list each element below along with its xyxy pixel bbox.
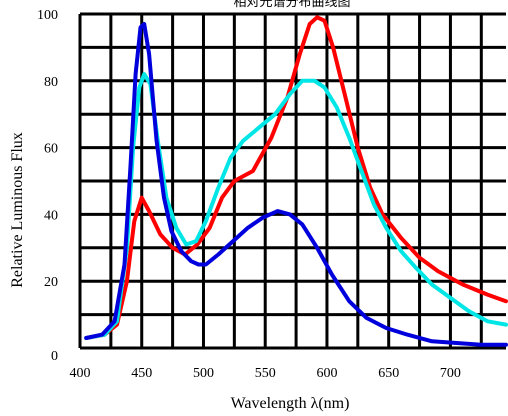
x-tick-label: 650 — [378, 366, 399, 381]
x-tick-label: 500 — [193, 366, 214, 381]
y-tick-labels: 0 20 40 60 80 100 — [37, 8, 58, 364]
series-line-1 — [84, 72, 508, 340]
x-tick-labels: 400 450 500 550 600 650 700 — [70, 366, 461, 381]
y-axis-label: Relative Luminous Flux — [9, 132, 26, 288]
x-tick-label: 450 — [131, 366, 152, 381]
y-tick-label: 80 — [44, 75, 58, 90]
x-tick-label: 400 — [70, 366, 91, 381]
y-tick-label: 40 — [44, 208, 58, 223]
y-tick-label: 20 — [44, 275, 58, 290]
y-tick-label: 0 — [51, 349, 58, 364]
x-axis-label: Wavelength λ(nm) — [231, 395, 350, 412]
x-tick-label: 700 — [440, 366, 461, 381]
series-layer — [84, 15, 508, 347]
chart-title: 相对光谱分布曲线图 — [233, 0, 350, 9]
series-line-0 — [84, 15, 508, 340]
y-tick-label: 60 — [44, 142, 58, 157]
x-tick-label: 550 — [255, 366, 276, 381]
y-tick-label: 100 — [37, 8, 58, 23]
grid — [78, 12, 506, 350]
series-line-2 — [84, 22, 508, 347]
x-tick-label: 600 — [316, 366, 337, 381]
